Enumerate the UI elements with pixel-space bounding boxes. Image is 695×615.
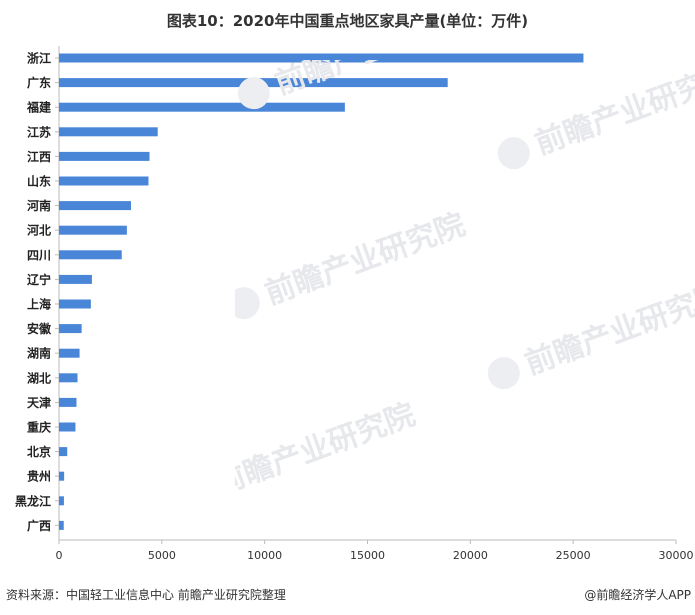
y-tick-label: 辽宁 xyxy=(27,272,51,287)
bar xyxy=(59,274,92,284)
x-tick-label: 30000 xyxy=(659,549,694,562)
y-tick-label: 重庆 xyxy=(27,420,51,435)
y-tick-label: 山东 xyxy=(27,174,51,189)
y-tick-label: 天津 xyxy=(27,395,51,410)
bar xyxy=(59,520,64,530)
y-tick-label: 福建 xyxy=(26,100,52,115)
y-tick-label: 河南 xyxy=(26,198,51,213)
bar xyxy=(59,53,584,63)
bar xyxy=(59,496,64,506)
x-tick-label: 20000 xyxy=(453,549,488,562)
x-tick-label: 25000 xyxy=(556,549,591,562)
bar xyxy=(59,299,91,309)
bar xyxy=(59,447,68,457)
y-tick-label: 湖南 xyxy=(27,346,51,361)
y-tick-label: 江西 xyxy=(27,149,51,164)
bar xyxy=(59,225,127,235)
y-tick-label: 北京 xyxy=(27,444,51,459)
bar xyxy=(59,348,80,358)
y-tick-label: 江苏 xyxy=(27,124,51,139)
bar xyxy=(59,102,345,112)
y-tick-label: 上海 xyxy=(27,297,51,312)
y-tick-label: 浙江 xyxy=(27,51,51,66)
y-tick-label: 安徽 xyxy=(27,321,52,336)
x-tick-label: 10000 xyxy=(247,549,282,562)
bar xyxy=(59,471,65,481)
bar xyxy=(59,397,77,407)
y-tick-label: 河北 xyxy=(26,223,51,238)
source-note: 资料来源：中国轻工业信息中心 前瞻产业研究院整理 xyxy=(6,588,286,602)
bar xyxy=(59,78,448,88)
y-tick-label: 四川 xyxy=(27,248,51,262)
chart-title: 图表10：2020年中国重点地区家具产量(单位：万件) xyxy=(166,12,529,30)
y-tick-label: 湖北 xyxy=(27,370,51,385)
bar xyxy=(59,373,78,383)
brand-credit: @前瞻经济学人APP xyxy=(584,588,691,602)
x-tick-label: 5000 xyxy=(148,549,176,562)
x-tick-label: 0 xyxy=(56,549,63,562)
y-tick-label: 广西 xyxy=(27,518,51,533)
bar xyxy=(59,151,150,161)
y-tick-label: 贵州 xyxy=(27,469,51,484)
bar xyxy=(59,422,76,432)
y-tick-label: 黑龙江 xyxy=(15,493,51,508)
bar xyxy=(59,250,122,260)
bar xyxy=(59,201,131,211)
bar xyxy=(59,324,82,334)
x-tick-label: 15000 xyxy=(350,549,385,562)
y-tick-label: 广东 xyxy=(27,75,51,90)
bar xyxy=(59,176,149,186)
bar xyxy=(59,127,158,137)
